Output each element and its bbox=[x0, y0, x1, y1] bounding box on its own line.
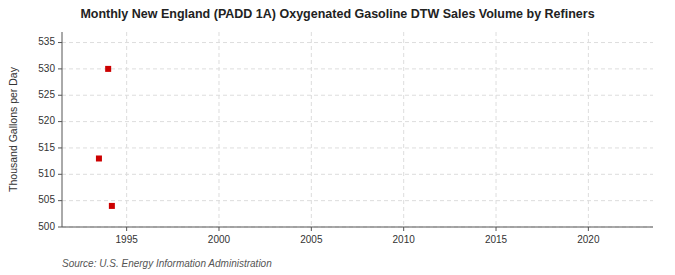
chart-container: 500 505 510 515 520 525 530 535 1995 2000 2005 2010… bbox=[0, 0, 675, 275]
y-tick bbox=[58, 227, 62, 228]
x-axis-line bbox=[62, 227, 653, 228]
x-tick bbox=[218, 227, 219, 231]
y-axis-label: Thousand Gallons per Day bbox=[7, 66, 19, 192]
grid-line-y bbox=[62, 147, 653, 148]
grid-line-y bbox=[62, 121, 653, 122]
grid-line-y bbox=[62, 200, 653, 201]
y-tick-label: 515 bbox=[38, 142, 55, 153]
x-tick-label: 2000 bbox=[208, 234, 231, 245]
x-tick-label: 1995 bbox=[116, 234, 139, 245]
x-tick bbox=[588, 227, 589, 231]
y-tick bbox=[58, 147, 62, 148]
y-tick bbox=[58, 95, 62, 96]
y-tick-label: 530 bbox=[38, 63, 55, 74]
chart-svg: 500 505 510 515 520 525 530 535 1995 2000 2005 2010… bbox=[0, 0, 675, 275]
title: Monthly New England (PADD 1A) Oxygenated… bbox=[80, 7, 594, 21]
point bbox=[109, 203, 115, 209]
y-tick-label: 525 bbox=[38, 89, 55, 100]
grid-line-x bbox=[496, 32, 497, 227]
grid-line-y bbox=[62, 174, 653, 175]
grid bbox=[62, 32, 653, 227]
y-tick bbox=[58, 121, 62, 122]
x-tick bbox=[311, 227, 312, 231]
axes: 500 505 510 515 520 525 530 535 1995 2000 2005 2010… bbox=[38, 32, 653, 245]
x-tick bbox=[496, 227, 497, 231]
y-tick bbox=[58, 174, 62, 175]
x-tick-label: 2020 bbox=[577, 234, 600, 245]
grid-line-x bbox=[311, 32, 312, 227]
points bbox=[96, 66, 115, 209]
y-tick bbox=[58, 200, 62, 201]
y-tick-label: 520 bbox=[38, 115, 55, 126]
y-tick bbox=[58, 68, 62, 69]
grid-line-y bbox=[62, 42, 653, 43]
x-tick-label: 2010 bbox=[393, 234, 416, 245]
x-tick bbox=[126, 227, 127, 231]
grid-line-x bbox=[126, 32, 127, 227]
grid-line-x bbox=[403, 32, 404, 227]
point bbox=[105, 66, 111, 72]
grid-line-y bbox=[62, 227, 653, 228]
grid-line-y bbox=[62, 95, 653, 96]
grid-line-x bbox=[218, 32, 219, 227]
y-tick-label: 505 bbox=[38, 194, 55, 205]
grid-line-x bbox=[588, 32, 589, 227]
y-tick-label: 535 bbox=[38, 36, 55, 47]
point bbox=[96, 155, 102, 161]
y-tick-label: 510 bbox=[38, 168, 55, 179]
y-tick-label: 500 bbox=[38, 221, 55, 232]
source-note: Source: U.S. Energy Information Administ… bbox=[62, 258, 272, 269]
x-tick-label: 2015 bbox=[485, 234, 508, 245]
y-tick bbox=[58, 42, 62, 43]
x-tick-label: 2005 bbox=[300, 234, 323, 245]
x-tick bbox=[403, 227, 404, 231]
y-axis-line bbox=[62, 32, 63, 227]
grid-line-y bbox=[62, 68, 653, 69]
